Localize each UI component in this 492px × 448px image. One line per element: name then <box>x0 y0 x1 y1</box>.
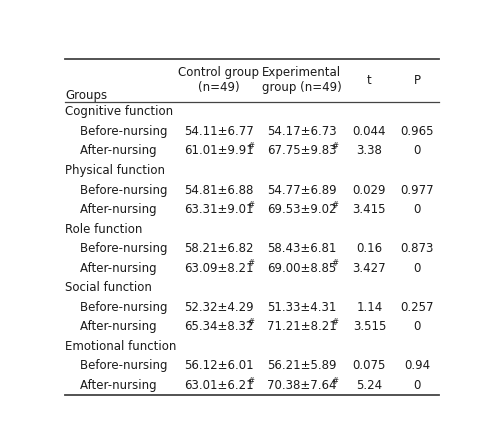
Text: P: P <box>414 74 421 87</box>
Text: After-nursing: After-nursing <box>65 262 159 275</box>
Text: 0.257: 0.257 <box>400 301 434 314</box>
Text: After-nursing: After-nursing <box>65 379 159 392</box>
Text: 0: 0 <box>413 320 421 333</box>
Text: 3.38: 3.38 <box>357 144 382 157</box>
Text: Before-nursing: Before-nursing <box>65 125 168 138</box>
Text: After-nursing: After-nursing <box>65 320 159 333</box>
Text: 5.24: 5.24 <box>356 379 382 392</box>
Text: Physical function: Physical function <box>65 164 165 177</box>
Text: 54.17±6.73: 54.17±6.73 <box>267 125 337 138</box>
Text: #: # <box>247 259 254 268</box>
Text: 54.77±6.89: 54.77±6.89 <box>267 184 337 197</box>
Text: 1.14: 1.14 <box>356 301 382 314</box>
Text: 54.11±6.77: 54.11±6.77 <box>184 125 254 138</box>
Text: 0.16: 0.16 <box>356 242 382 255</box>
Text: After-nursing: After-nursing <box>65 203 159 216</box>
Text: Experimental
group (n=49): Experimental group (n=49) <box>262 66 341 95</box>
Text: 3.515: 3.515 <box>353 320 386 333</box>
Text: Control group
(n=49): Control group (n=49) <box>178 66 259 95</box>
Text: #: # <box>247 318 254 327</box>
Text: Social function: Social function <box>65 281 152 294</box>
Text: 63.01±6.21: 63.01±6.21 <box>184 379 253 392</box>
Text: 3.415: 3.415 <box>353 203 386 216</box>
Text: Before-nursing: Before-nursing <box>65 359 168 372</box>
Text: Before-nursing: Before-nursing <box>65 184 168 197</box>
Text: 67.75±9.83: 67.75±9.83 <box>267 144 337 157</box>
Text: 0: 0 <box>413 262 421 275</box>
Text: 51.33±4.31: 51.33±4.31 <box>267 301 337 314</box>
Text: 58.43±6.81: 58.43±6.81 <box>267 242 337 255</box>
Text: 0.94: 0.94 <box>404 359 430 372</box>
Text: 56.12±6.01: 56.12±6.01 <box>184 359 253 372</box>
Text: #: # <box>331 142 338 151</box>
Text: 70.38±7.64: 70.38±7.64 <box>267 379 337 392</box>
Text: After-nursing: After-nursing <box>65 144 159 157</box>
Text: #: # <box>247 142 254 151</box>
Text: 0.977: 0.977 <box>400 184 434 197</box>
Text: 63.31±9.01: 63.31±9.01 <box>184 203 253 216</box>
Text: 58.21±6.82: 58.21±6.82 <box>184 242 253 255</box>
Text: Emotional function: Emotional function <box>65 340 177 353</box>
Text: Cognitive function: Cognitive function <box>65 105 174 118</box>
Text: 0: 0 <box>413 203 421 216</box>
Text: Groups: Groups <box>65 89 107 102</box>
Text: 0.044: 0.044 <box>353 125 386 138</box>
Text: 0: 0 <box>413 379 421 392</box>
Text: t: t <box>367 74 372 87</box>
Text: 56.21±5.89: 56.21±5.89 <box>267 359 337 372</box>
Text: 0.029: 0.029 <box>353 184 386 197</box>
Text: 65.34±8.32: 65.34±8.32 <box>184 320 253 333</box>
Text: 0.873: 0.873 <box>400 242 434 255</box>
Text: #: # <box>247 201 254 210</box>
Text: 69.00±8.85: 69.00±8.85 <box>267 262 337 275</box>
Text: 54.81±6.88: 54.81±6.88 <box>184 184 253 197</box>
Text: #: # <box>331 201 338 210</box>
Text: #: # <box>331 377 338 386</box>
Text: 3.427: 3.427 <box>353 262 386 275</box>
Text: 0.965: 0.965 <box>400 125 434 138</box>
Text: Before-nursing: Before-nursing <box>65 301 168 314</box>
Text: #: # <box>331 318 338 327</box>
Text: 61.01±9.91: 61.01±9.91 <box>184 144 254 157</box>
Text: Role function: Role function <box>65 223 143 236</box>
Text: 69.53±9.02: 69.53±9.02 <box>267 203 337 216</box>
Text: 52.32±4.29: 52.32±4.29 <box>184 301 253 314</box>
Text: 0: 0 <box>413 144 421 157</box>
Text: 63.09±8.21: 63.09±8.21 <box>184 262 253 275</box>
Text: 0.075: 0.075 <box>353 359 386 372</box>
Text: 71.21±8.21: 71.21±8.21 <box>267 320 337 333</box>
Text: Before-nursing: Before-nursing <box>65 242 168 255</box>
Text: #: # <box>247 377 254 386</box>
Text: #: # <box>331 259 338 268</box>
